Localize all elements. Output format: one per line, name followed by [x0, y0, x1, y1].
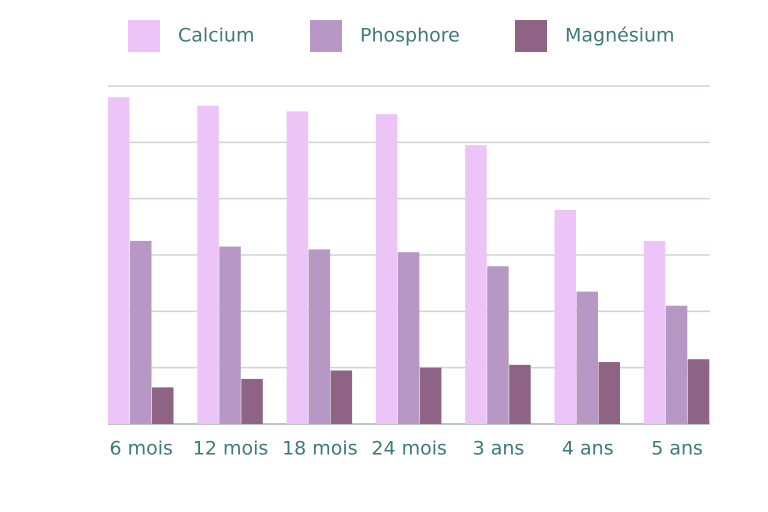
bar: [509, 364, 531, 424]
x-tick-label: 5 ans: [651, 438, 703, 460]
x-tick-label: 3 ans: [473, 438, 525, 460]
legend-label: Magnésium: [565, 25, 675, 47]
bar: [397, 252, 420, 424]
legend-swatch: [515, 20, 547, 52]
bar: [598, 362, 620, 424]
bar: [687, 359, 710, 424]
bar: [108, 97, 130, 425]
bar: [308, 249, 331, 424]
bar: [152, 387, 174, 424]
bar: [487, 266, 509, 424]
bar: [419, 367, 442, 424]
legend-label: Calcium: [178, 25, 254, 47]
bar: [330, 370, 353, 424]
legend-swatch: [128, 20, 160, 52]
bar: [197, 105, 219, 424]
bar: [643, 240, 666, 424]
x-tick-label: 18 mois: [282, 438, 358, 460]
x-tick-label: 24 mois: [371, 438, 447, 460]
bar: [241, 378, 263, 424]
bar: [130, 240, 152, 424]
bar: [665, 305, 688, 424]
x-tick-label: 6 mois: [110, 438, 173, 460]
bar: [219, 246, 241, 424]
bar: [375, 114, 398, 425]
bar: [465, 145, 487, 424]
x-tick-label: 12 mois: [193, 438, 269, 460]
x-tick-label: 4 ans: [562, 438, 614, 460]
legend-swatch: [310, 20, 342, 52]
bar: [576, 291, 598, 424]
legend-label: Phosphore: [360, 25, 460, 47]
bar: [286, 111, 309, 424]
bar: [554, 209, 576, 424]
